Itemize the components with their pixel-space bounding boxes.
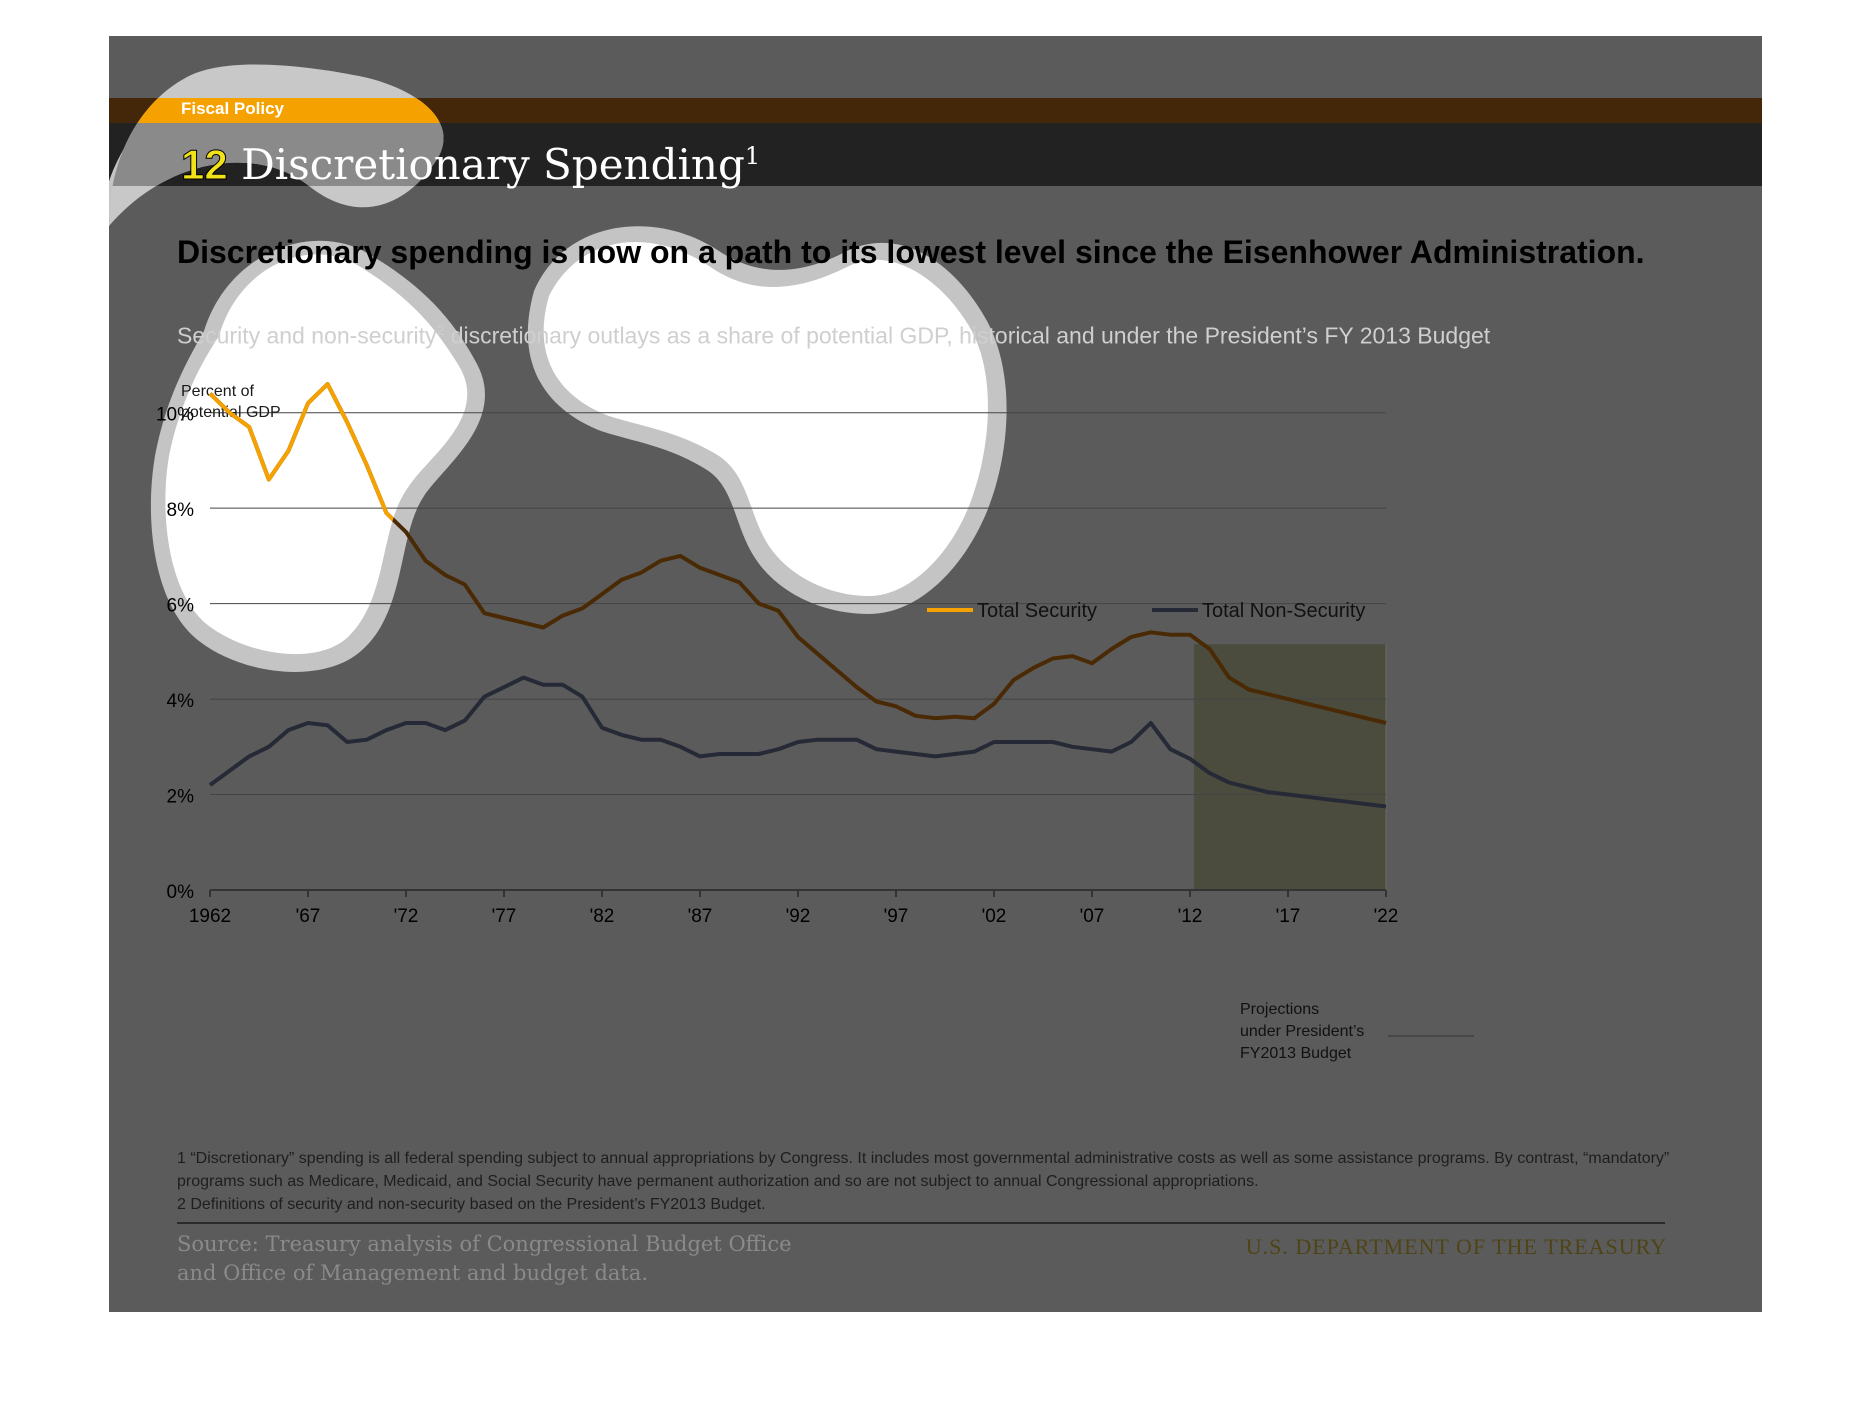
y-tick-label: 0%: [167, 882, 195, 903]
headline: Discretionary spending is now on a path …: [177, 234, 1645, 270]
title-text: Discretionary Spending: [241, 140, 745, 189]
y-axis-title-line-1: Percent of: [181, 383, 254, 400]
x-tick-label: '22: [1374, 906, 1399, 927]
footnote-2: 2 Definitions of security and non-securi…: [177, 1196, 766, 1213]
slide-title: 12 Discretionary Spending1: [181, 128, 761, 193]
slide-background: [109, 36, 1762, 1312]
line-chart: 0% 2% 4% 6% 8% 10% 1962 '67 '72 '77 '82 '87 '92 '97 '0…: [156, 382, 1474, 1062]
x-tick-label: '92: [786, 906, 811, 927]
source-note: Source: Treasury analysis of Congression…: [177, 1230, 877, 1288]
series-line-total-security: [208, 382, 1387, 725]
y-tick-label: 2%: [167, 787, 195, 808]
footnote-1: 1 “Discretionary” spending is all federa…: [177, 1150, 1670, 1190]
projection-shade: [1193, 644, 1386, 890]
x-tick-label: '07: [1080, 906, 1105, 927]
department-name: U.S. DEPARTMENT OF THE TREASURY: [1245, 1234, 1667, 1259]
footer-divider: [177, 1222, 1665, 1224]
x-tick-label: '97: [884, 906, 909, 927]
slide-number: 12: [181, 141, 229, 189]
projection-label-line: Projections: [1240, 1001, 1319, 1018]
y-tick-label: 6%: [167, 596, 195, 617]
projection-label-line: FY2013 Budget: [1240, 1045, 1352, 1062]
x-tick-label: '17: [1276, 906, 1301, 927]
footnotes: 1 “Discretionary” spending is all federa…: [177, 1147, 1677, 1216]
legend-label: Total Security: [977, 600, 1097, 622]
subhead: Security and non-security2 discretionary…: [177, 315, 1490, 351]
slide: Fiscal Policy 12 Discretionary Spending1…: [109, 36, 1762, 1312]
x-tick-label: '72: [394, 906, 419, 927]
x-tick-label: '82: [590, 906, 615, 927]
header-through-blob: [109, 98, 444, 186]
background-panel: [109, 36, 1762, 1312]
x-tick-label: '02: [982, 906, 1007, 927]
series-line-total-non-security: [208, 675, 1387, 809]
legend-label: Total Non-Security: [1202, 600, 1365, 622]
projection-label-line: under President’s: [1240, 1023, 1364, 1040]
source-line-1: Source: Treasury analysis of Congression…: [177, 1232, 792, 1256]
x-tick-label: 1962: [189, 906, 231, 927]
x-tick-label: '87: [688, 906, 713, 927]
section-label: Fiscal Policy: [181, 99, 284, 118]
subhead-part-2: discretionary outlays as a share of pote…: [444, 322, 1491, 349]
source-line-2: and Office of Management and budget data…: [177, 1261, 649, 1285]
subhead-footnote-mark: 2: [436, 322, 445, 338]
x-tick-label: '12: [1178, 906, 1203, 927]
title-footnote-mark: 1: [744, 142, 761, 170]
x-tick-label: '67: [296, 906, 321, 927]
y-tick-label: 8%: [167, 500, 195, 521]
decorative-blob: [165, 242, 988, 655]
y-tick-label: 10%: [156, 405, 194, 426]
subhead-part-1: Security and non-security: [177, 322, 437, 349]
x-tick-label: '77: [492, 906, 517, 927]
y-tick-label: 4%: [167, 691, 195, 712]
